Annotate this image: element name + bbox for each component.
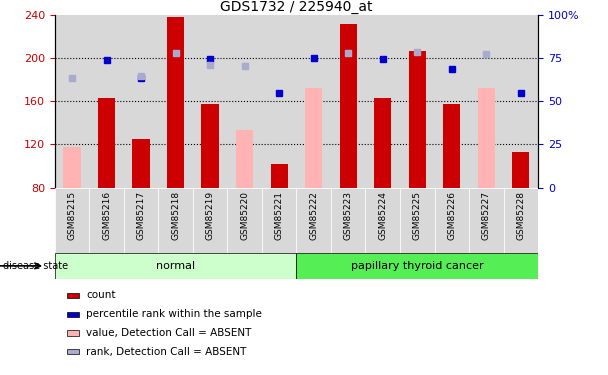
Bar (339, 24, 357, 188)
Bar (469, 188, 503, 253)
Text: percentile rank within the sample: percentile rank within the sample (86, 309, 262, 319)
Bar (89, 188, 124, 253)
Bar (167, 17, 184, 188)
Text: GSM85221: GSM85221 (275, 191, 284, 240)
Bar (443, 105, 460, 188)
Text: GSM85224: GSM85224 (378, 191, 387, 240)
Bar (67, 330, 79, 336)
Text: GSM85225: GSM85225 (413, 191, 422, 240)
Text: GSM85215: GSM85215 (67, 191, 77, 240)
Text: value, Detection Call = ABSENT: value, Detection Call = ABSENT (86, 328, 252, 338)
Bar (133, 139, 150, 188)
Bar (201, 105, 219, 188)
Bar (331, 188, 365, 253)
Bar (365, 188, 400, 253)
Bar (124, 15, 158, 188)
Bar (503, 188, 538, 253)
Bar (98, 98, 115, 188)
Bar (67, 312, 79, 317)
Text: GSM85216: GSM85216 (102, 191, 111, 240)
Text: GSM85223: GSM85223 (344, 191, 353, 240)
Bar (512, 152, 530, 188)
Bar (400, 15, 435, 188)
Text: papillary thyroid cancer: papillary thyroid cancer (351, 261, 483, 271)
Bar (469, 15, 503, 188)
Title: GDS1732 / 225940_at: GDS1732 / 225940_at (220, 0, 373, 14)
Text: GSM85226: GSM85226 (447, 191, 456, 240)
Text: normal: normal (156, 261, 195, 271)
Bar (435, 15, 469, 188)
Bar (193, 188, 227, 253)
Bar (262, 15, 296, 188)
Bar (55, 15, 89, 188)
Bar (227, 188, 262, 253)
Bar (89, 15, 124, 188)
Bar (67, 293, 79, 298)
Bar (374, 98, 392, 188)
Text: GSM85217: GSM85217 (137, 191, 145, 240)
Bar (503, 15, 538, 188)
Bar (296, 15, 331, 188)
Bar (271, 164, 288, 188)
Text: count: count (86, 291, 116, 300)
Bar (435, 188, 469, 253)
Bar (478, 88, 495, 188)
Text: GSM85222: GSM85222 (309, 191, 318, 240)
Bar (409, 51, 426, 188)
Text: rank, Detection Call = ABSENT: rank, Detection Call = ABSENT (86, 347, 247, 357)
Bar (236, 130, 254, 188)
Text: GSM85219: GSM85219 (206, 191, 215, 240)
Bar (193, 15, 227, 188)
Bar (55, 253, 296, 279)
Bar (55, 188, 89, 253)
Bar (63, 147, 81, 188)
Text: GSM85228: GSM85228 (516, 191, 525, 240)
Bar (158, 15, 193, 188)
Bar (296, 253, 538, 279)
Text: disease state: disease state (3, 261, 68, 271)
Bar (227, 15, 262, 188)
Bar (67, 349, 79, 354)
Text: GSM85218: GSM85218 (171, 191, 180, 240)
Bar (331, 15, 365, 188)
Bar (158, 188, 193, 253)
Bar (262, 188, 297, 253)
Text: GSM85220: GSM85220 (240, 191, 249, 240)
Bar (296, 188, 331, 253)
Bar (124, 188, 158, 253)
Bar (400, 188, 435, 253)
Bar (305, 88, 322, 188)
Bar (365, 15, 400, 188)
Text: GSM85227: GSM85227 (482, 191, 491, 240)
